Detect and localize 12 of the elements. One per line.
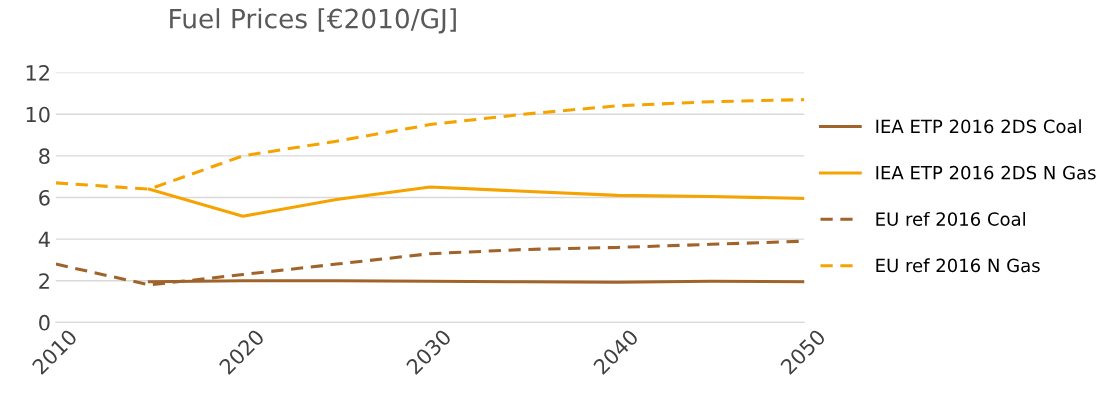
y-tick-label: 2: [39, 273, 49, 289]
legend-label: EU ref 2016 Coal: [876, 211, 1025, 226]
chart-title: Fuel Prices [€2010/GJ]: [170, 8, 456, 34]
legend-label: IEA ETP 2016 2DS N Gas: [876, 165, 1096, 180]
y-tick-label: 6: [39, 189, 50, 206]
legend-label: EU ref 2016 N Gas: [876, 258, 1040, 273]
y-tick-label: 4: [38, 231, 50, 248]
y-tick-label: 0: [39, 314, 50, 331]
y-tick-label: 10: [26, 106, 50, 123]
legend-label: IEA ETP 2016 2DS Coal: [876, 119, 1081, 134]
y-tick-label: 8: [39, 148, 50, 165]
y-tick-label: 12: [26, 64, 49, 81]
